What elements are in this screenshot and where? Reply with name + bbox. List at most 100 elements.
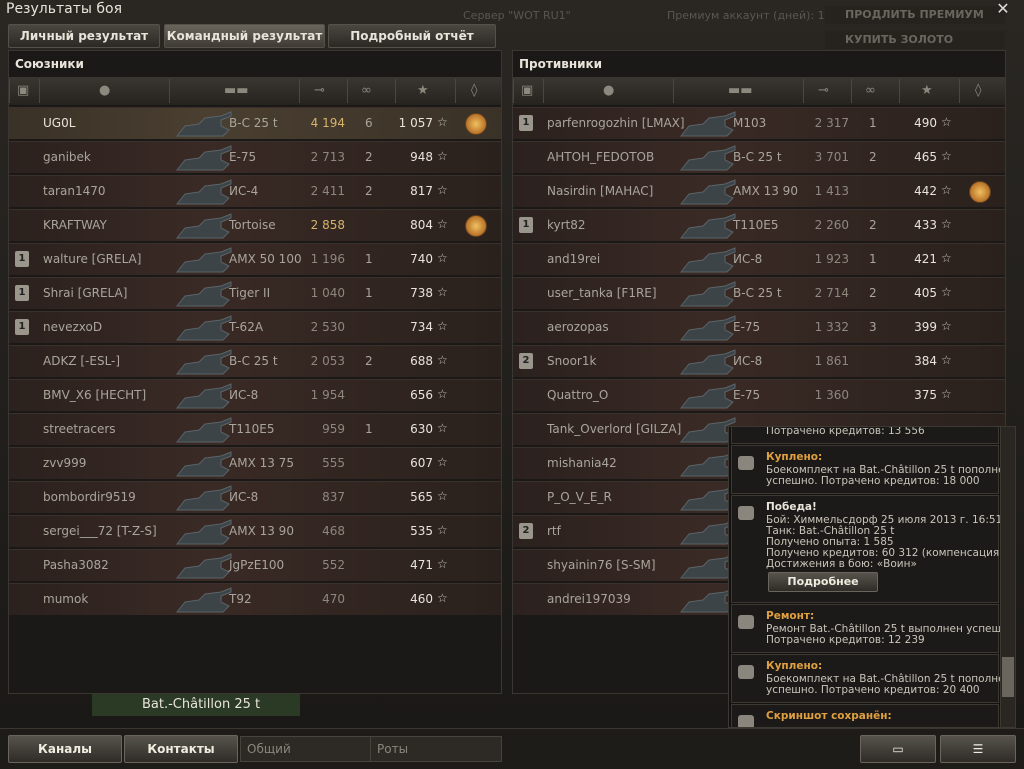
tank-name: ИС-8 xyxy=(229,490,259,504)
player-name: Nasirdin [MAHAC] xyxy=(547,184,654,198)
channel-field[interactable]: Общий xyxy=(240,736,372,762)
kills: 3 xyxy=(869,320,877,334)
tank-icon xyxy=(175,315,232,341)
tank-name: T92 xyxy=(229,592,252,606)
column-icon: ⊸ xyxy=(314,83,325,98)
details-button[interactable]: Подробнее xyxy=(768,572,878,592)
tank-name: JgPzE100 xyxy=(229,558,285,572)
player-name: BMV_X6 [HECHT] xyxy=(43,388,147,402)
scrollbar[interactable] xyxy=(1000,426,1016,728)
scroll-thumb[interactable] xyxy=(1002,657,1014,697)
damage: 3 701 xyxy=(814,150,849,164)
tank-icon xyxy=(175,451,232,477)
player-row: Quattro_O E-75 1 360 375 ☆ xyxy=(513,379,1005,411)
tank-icon xyxy=(679,247,736,273)
tank-name: E-75 xyxy=(733,388,761,402)
column-icon: ▣ xyxy=(17,83,30,98)
player-row: sergei___72 [T-Z-S] AMX 13 90 468 535 ☆ xyxy=(9,515,501,547)
tank-icon xyxy=(679,315,736,341)
experience: 630 xyxy=(410,422,433,436)
tank-name: B-C 25 t xyxy=(229,354,278,368)
tank-name: AMX 13 90 xyxy=(229,524,294,538)
notification-title: Победа! xyxy=(766,501,817,513)
kills: 2 xyxy=(869,286,877,300)
tab[interactable]: Личный результат xyxy=(8,24,160,48)
tank-icon xyxy=(175,145,232,171)
buy-gold[interactable]: КУПИТЬ ЗОЛОТО xyxy=(825,31,1005,49)
xp-star: ☆ xyxy=(437,251,448,265)
xp-star: ☆ xyxy=(437,319,448,333)
xp-star: ☆ xyxy=(941,115,952,129)
player-row: taran1470 ИС-4 2 411 2 817 ☆ xyxy=(9,175,501,207)
kills: 1 xyxy=(365,252,373,266)
damage: 1 196 xyxy=(310,252,345,266)
kills: 2 xyxy=(869,150,877,164)
damage: 1 954 xyxy=(310,388,345,402)
kills: 1 xyxy=(365,422,373,436)
platoon-badge: 2 xyxy=(519,353,533,369)
column-divider xyxy=(543,79,544,103)
notifications-button[interactable]: ▭ xyxy=(860,735,936,763)
notification-line: Потрачено кредитов: 12 239 xyxy=(766,634,925,646)
xp-star: ☆ xyxy=(437,557,448,571)
player-name: parfenrogozhin [LMAX] xyxy=(547,116,685,130)
column-header: ▣ ● ▬▬ ⊸ ∞ ★ ◊ xyxy=(513,77,1005,105)
platoon-badge: 1 xyxy=(519,217,533,233)
xp-star: ☆ xyxy=(437,455,448,469)
notification-line: Получено кредитов: 60 312 (компенсация: … xyxy=(766,547,1002,559)
tank-icon xyxy=(679,111,736,137)
player-name: and19rei xyxy=(547,252,601,266)
xp-star: ☆ xyxy=(437,183,448,197)
tank-name: T-62A xyxy=(229,320,264,334)
kills: 2 xyxy=(869,218,877,232)
tank-name: E-75 xyxy=(229,150,257,164)
damage: 2 053 xyxy=(310,354,345,368)
column-icon: ● xyxy=(99,83,111,98)
tab[interactable]: Командный результат xyxy=(164,24,325,48)
tank-name: E-75 xyxy=(733,320,761,334)
experience: 433 xyxy=(914,218,937,232)
experience: 688 xyxy=(410,354,433,368)
player-name: streetracers xyxy=(43,422,116,436)
tank-icon xyxy=(175,281,232,307)
xp-star: ☆ xyxy=(437,115,448,129)
notification-line: успешно. Потрачено кредитов: 20 400 xyxy=(766,684,980,696)
xp-star: ☆ xyxy=(437,149,448,163)
column-divider xyxy=(9,79,10,103)
bar-button[interactable]: Каналы xyxy=(8,735,122,763)
tank-icon xyxy=(679,213,736,239)
notification-line: Боекомплект на Bat.-Châtillon 25 t попол… xyxy=(766,464,1002,476)
notification-icon xyxy=(738,715,754,727)
tab[interactable]: Подробный отчёт xyxy=(328,24,496,48)
channel-field[interactable]: Роты xyxy=(370,736,502,762)
tank-icon xyxy=(175,553,232,579)
extend-premium[interactable]: ПРОДЛИТЬ ПРЕМИУМ xyxy=(825,6,1005,24)
xp-star: ☆ xyxy=(437,353,448,367)
bar-button[interactable]: Контакты xyxy=(124,735,238,763)
experience: 421 xyxy=(914,252,937,266)
platoon-badge: 1 xyxy=(15,285,29,301)
medal xyxy=(969,181,991,203)
column-icon: ▬▬ xyxy=(728,83,753,98)
kills: 6 xyxy=(365,116,373,130)
tank-icon xyxy=(679,383,736,409)
notification-title: Куплено: xyxy=(766,451,823,463)
tank-name: Tortoise xyxy=(229,218,276,232)
experience: 460 xyxy=(410,592,433,606)
player-name: zvv999 xyxy=(43,456,87,470)
xp-star: ☆ xyxy=(941,217,952,231)
experience: 740 xyxy=(410,252,433,266)
damage: 1 923 xyxy=(814,252,849,266)
tank-name: B-C 25 t xyxy=(733,286,782,300)
experience: 734 xyxy=(410,320,433,334)
notification-line: Бой: Химмельсдорф 25 июля 2013 г. 16:51:… xyxy=(766,514,1002,526)
damage: 959 xyxy=(322,422,345,436)
close-button[interactable]: ✕ xyxy=(996,0,1010,18)
tank-name: ИС-4 xyxy=(229,184,259,198)
medal xyxy=(465,215,487,237)
menu-button[interactable]: ☰ xyxy=(940,735,1016,763)
tank-icon xyxy=(175,111,232,137)
tank-name: ИС-8 xyxy=(733,354,763,368)
xp-star: ☆ xyxy=(437,285,448,299)
kills: 1 xyxy=(869,116,877,130)
